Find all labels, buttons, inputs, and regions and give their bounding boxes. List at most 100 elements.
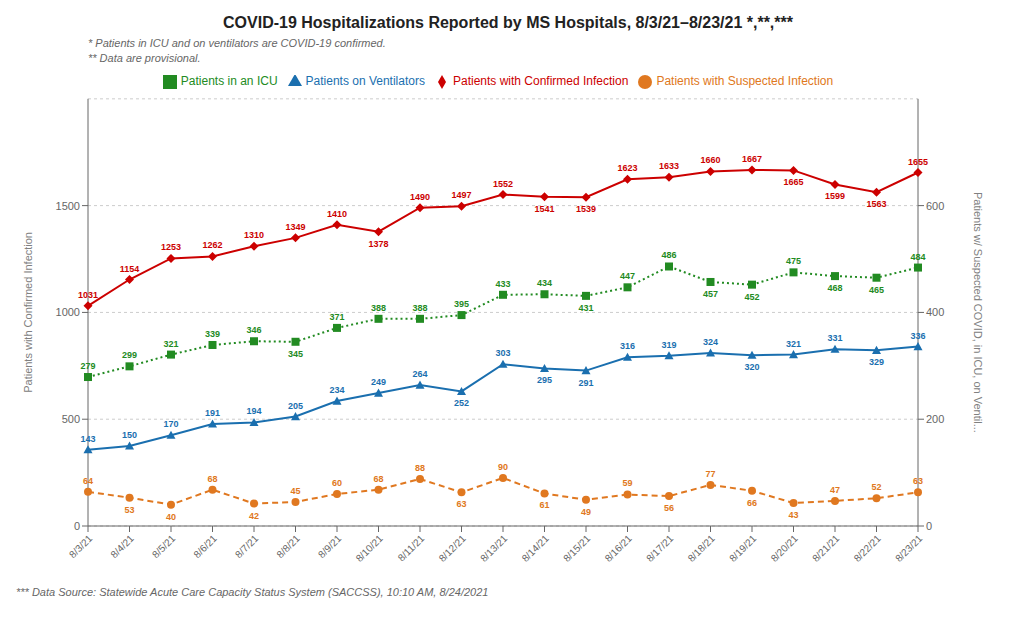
svg-text:457: 457	[703, 289, 718, 299]
svg-text:371: 371	[329, 312, 344, 322]
svg-text:8/18/21: 8/18/21	[686, 532, 718, 564]
svg-text:321: 321	[786, 339, 801, 349]
svg-text:8/8/21: 8/8/21	[274, 532, 302, 560]
svg-text:1378: 1378	[368, 239, 388, 249]
svg-text:1253: 1253	[161, 242, 181, 252]
svg-text:88: 88	[415, 463, 425, 473]
svg-text:295: 295	[537, 375, 552, 385]
svg-text:447: 447	[620, 271, 635, 281]
svg-text:77: 77	[705, 469, 715, 479]
svg-text:64: 64	[83, 476, 93, 486]
svg-text:336: 336	[910, 331, 925, 341]
svg-text:8/9/21: 8/9/21	[316, 532, 344, 560]
svg-text:53: 53	[124, 505, 134, 515]
svg-text:1497: 1497	[451, 190, 471, 200]
svg-text:395: 395	[454, 299, 469, 309]
svg-text:8/21/21: 8/21/21	[810, 532, 842, 564]
svg-text:90: 90	[498, 462, 508, 472]
svg-text:42: 42	[249, 511, 259, 521]
svg-text:321: 321	[163, 339, 178, 349]
svg-text:1490: 1490	[410, 192, 430, 202]
svg-text:1539: 1539	[576, 204, 596, 214]
svg-text:8/22/21: 8/22/21	[852, 532, 884, 564]
svg-text:1154: 1154	[120, 264, 140, 274]
svg-text:200: 200	[926, 413, 944, 425]
svg-text:66: 66	[747, 498, 757, 508]
svg-text:8/20/21: 8/20/21	[769, 532, 801, 564]
svg-text:600: 600	[926, 200, 944, 212]
svg-text:59: 59	[622, 478, 632, 488]
svg-text:324: 324	[703, 337, 718, 347]
svg-text:8/11/21: 8/11/21	[396, 532, 427, 563]
svg-text:49: 49	[581, 507, 591, 517]
svg-text:Patients with Confirmed Infect: Patients with Confirmed Infection	[22, 232, 34, 393]
svg-text:431: 431	[578, 303, 593, 313]
svg-text:1660: 1660	[700, 155, 720, 165]
svg-text:Patients w/ Suspected COVID, i: Patients w/ Suspected COVID, in ICU, on …	[972, 192, 984, 433]
svg-text:252: 252	[454, 398, 469, 408]
svg-text:345: 345	[288, 349, 303, 359]
svg-text:191: 191	[205, 408, 220, 418]
svg-text:0: 0	[926, 520, 932, 532]
svg-text:8/17/21: 8/17/21	[644, 532, 676, 564]
svg-text:291: 291	[578, 378, 593, 388]
svg-text:8/13/21: 8/13/21	[478, 532, 510, 564]
svg-text:1310: 1310	[244, 230, 264, 240]
svg-text:40: 40	[166, 512, 176, 522]
svg-text:1552: 1552	[493, 179, 513, 189]
svg-text:8/14/21: 8/14/21	[520, 532, 552, 564]
svg-text:68: 68	[207, 474, 217, 484]
svg-text:329: 329	[869, 357, 884, 367]
svg-text:1633: 1633	[659, 161, 679, 171]
svg-text:234: 234	[329, 385, 344, 395]
svg-text:8/5/21: 8/5/21	[150, 532, 178, 560]
svg-text:303: 303	[495, 348, 510, 358]
svg-text:8/10/21: 8/10/21	[354, 532, 386, 564]
svg-text:486: 486	[661, 250, 676, 260]
svg-text:0: 0	[74, 520, 80, 532]
svg-text:433: 433	[495, 279, 510, 289]
svg-text:388: 388	[371, 303, 386, 313]
svg-text:279: 279	[80, 361, 95, 371]
svg-text:299: 299	[122, 350, 137, 360]
svg-text:8/7/21: 8/7/21	[233, 532, 261, 560]
svg-text:1655: 1655	[908, 157, 928, 167]
svg-text:8/6/21: 8/6/21	[191, 532, 219, 560]
svg-text:1563: 1563	[866, 199, 886, 209]
svg-text:434: 434	[537, 278, 552, 288]
svg-text:8/23/21: 8/23/21	[893, 532, 925, 564]
svg-text:8/3/21: 8/3/21	[67, 532, 95, 560]
svg-text:400: 400	[926, 306, 944, 318]
svg-text:319: 319	[661, 340, 676, 350]
svg-text:170: 170	[163, 419, 178, 429]
svg-text:1031: 1031	[78, 290, 98, 300]
svg-text:8/4/21: 8/4/21	[108, 532, 136, 560]
svg-text:8/19/21: 8/19/21	[727, 532, 759, 564]
svg-text:1623: 1623	[617, 163, 637, 173]
svg-text:8/12/21: 8/12/21	[437, 532, 469, 564]
svg-text:316: 316	[620, 341, 635, 351]
svg-text:1667: 1667	[742, 154, 762, 164]
svg-text:1599: 1599	[825, 191, 845, 201]
svg-text:500: 500	[62, 413, 80, 425]
svg-text:346: 346	[246, 325, 261, 335]
svg-text:1410: 1410	[327, 209, 347, 219]
svg-text:249: 249	[371, 377, 386, 387]
svg-text:331: 331	[827, 333, 842, 343]
svg-text:452: 452	[744, 292, 759, 302]
svg-text:52: 52	[871, 482, 881, 492]
svg-text:468: 468	[827, 283, 842, 293]
svg-text:68: 68	[373, 474, 383, 484]
svg-text:388: 388	[412, 303, 427, 313]
svg-text:1500: 1500	[56, 200, 80, 212]
svg-text:8/15/21: 8/15/21	[561, 532, 593, 564]
svg-text:150: 150	[122, 430, 137, 440]
svg-text:475: 475	[786, 256, 801, 266]
svg-text:320: 320	[744, 362, 759, 372]
svg-text:465: 465	[869, 285, 884, 295]
svg-text:1665: 1665	[783, 177, 803, 187]
svg-text:339: 339	[205, 329, 220, 339]
svg-text:56: 56	[664, 503, 674, 513]
svg-text:43: 43	[788, 510, 798, 520]
svg-text:264: 264	[412, 369, 427, 379]
